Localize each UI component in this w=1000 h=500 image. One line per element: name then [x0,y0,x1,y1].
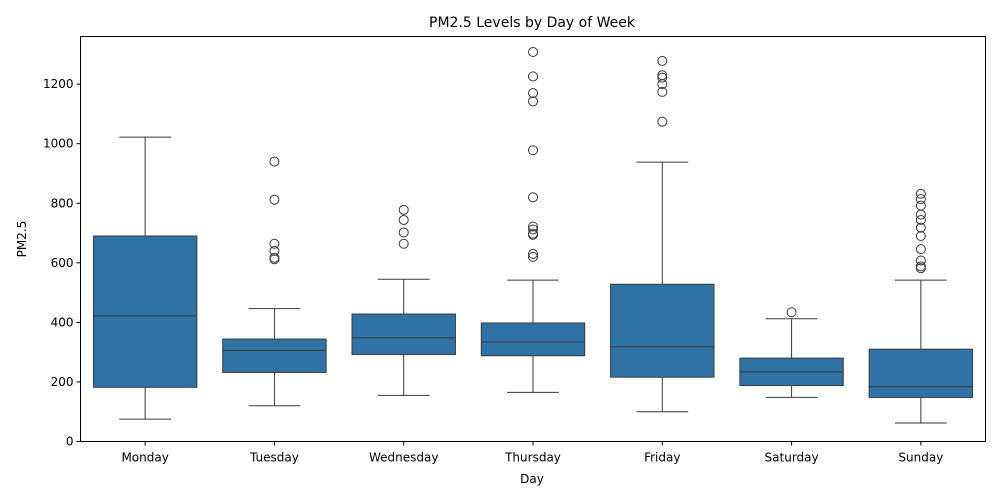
outlier-point [657,116,668,127]
outlier-point [528,229,538,240]
box-group-sunday [868,188,974,424]
outlier-point [528,71,538,82]
box-group-friday [610,55,715,413]
outlier-point [269,156,280,167]
x-tick-label: Saturday [765,451,819,465]
y-tick-label: 800 [51,196,74,210]
iqr-box [610,283,715,378]
outlier-point [398,204,409,215]
outlier-point [528,221,538,232]
outlier-point [528,96,538,107]
chart-title: PM2.5 Levels by Day of Week [429,15,636,31]
outlier-point [269,238,280,249]
x-tick-label: Friday [644,451,680,465]
outlier-point [915,263,926,274]
outlier-point [915,194,926,205]
outlier-point [915,188,926,199]
x-axis: Monday Tuesday Wednesday Thursday Friday Satu… [121,441,943,465]
box-group-monday [92,136,198,420]
x-tick-label: Monday [121,451,168,465]
outlier-point [657,86,668,97]
outlier-point [915,244,926,255]
x-tick-label: Thursday [504,451,561,465]
y-tick-label: 1000 [43,137,74,151]
outlier-point [528,251,538,262]
y-tick-label: 600 [51,256,74,270]
outlier-point [915,209,926,220]
outlier-point [528,224,538,235]
box-group-saturday [739,307,844,398]
box-group-thursday [480,46,586,393]
y-tick-label: 200 [51,375,74,389]
outlier-point [398,227,409,238]
outlier-point [269,254,280,265]
outlier-point [528,88,538,99]
box-group-wednesday [351,204,456,396]
x-axis-title: Day [520,472,544,486]
y-axis: 0 200 400 600 800 1000 1200 [43,77,81,449]
iqr-box [351,313,456,356]
outlier-point [398,238,409,249]
outlier-point [528,192,538,203]
outlier-point [528,248,538,259]
x-tick-label: Sunday [898,451,943,465]
outlier-point [269,245,280,256]
outlier-point [786,307,797,318]
outlier-point [915,255,926,266]
outlier-point [269,194,280,205]
iqr-box [480,322,586,357]
plot-frame [80,36,986,442]
iqr-box [222,338,327,373]
outlier-point [915,200,926,211]
y-tick-label: 1200 [43,77,74,91]
outlier-point [398,214,409,225]
outlier-point [528,145,538,156]
outlier-point [528,46,538,57]
box-group-tuesday [222,156,327,407]
iqr-box [92,235,198,388]
y-tick-label: 0 [66,435,74,449]
outlier-point [915,214,926,225]
outlier-point [657,79,668,90]
iqr-box [868,348,974,398]
outlier-point [657,70,668,81]
x-tick-label: Wednesday [369,451,438,465]
y-tick-label: 400 [51,315,74,329]
outlier-point [915,231,926,242]
plot-marks [92,46,974,424]
x-tick-label: Tuesday [249,451,299,465]
outlier-point [657,72,668,83]
outlier-point [915,222,926,233]
y-axis-title: PM2.5 [15,221,29,258]
outlier-point [657,55,668,66]
